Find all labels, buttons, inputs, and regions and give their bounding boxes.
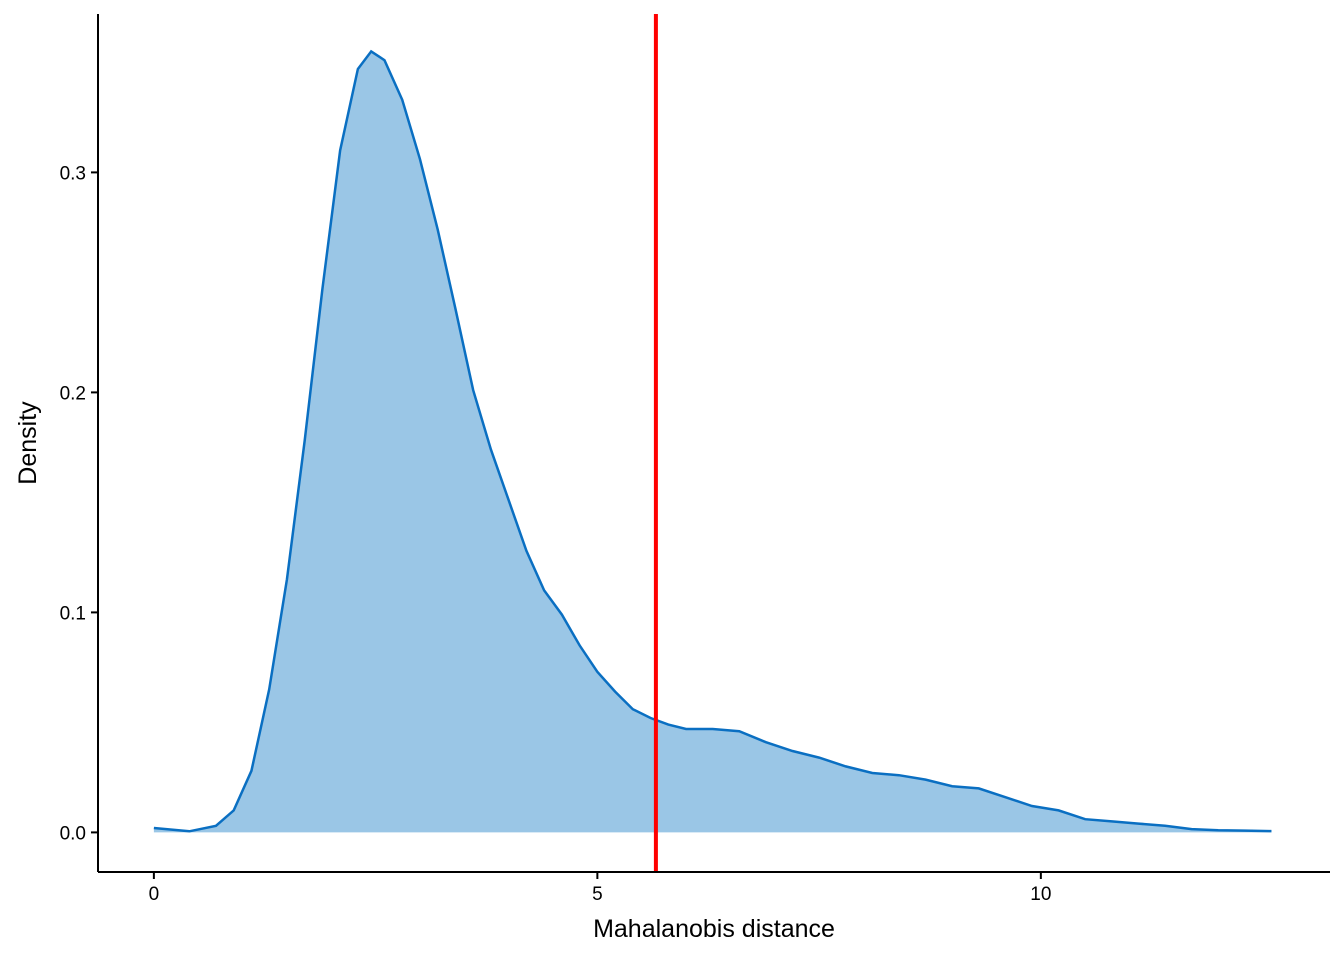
y-tick-label: 0.0 (60, 823, 86, 844)
density-line (153, 49, 1272, 833)
x-tick-label: 0 (149, 884, 160, 905)
density-area (153, 51, 1272, 833)
y-tick-label: 0.1 (60, 603, 86, 624)
y-tick-label: 0.2 (60, 383, 86, 404)
y-tick-label: 0.3 (60, 163, 86, 184)
y-axis-label: Density (14, 401, 42, 485)
x-tick-label: 10 (1030, 884, 1051, 905)
x-axis-label: Mahalanobis distance (593, 915, 835, 943)
x-tick-label: 5 (592, 884, 603, 905)
